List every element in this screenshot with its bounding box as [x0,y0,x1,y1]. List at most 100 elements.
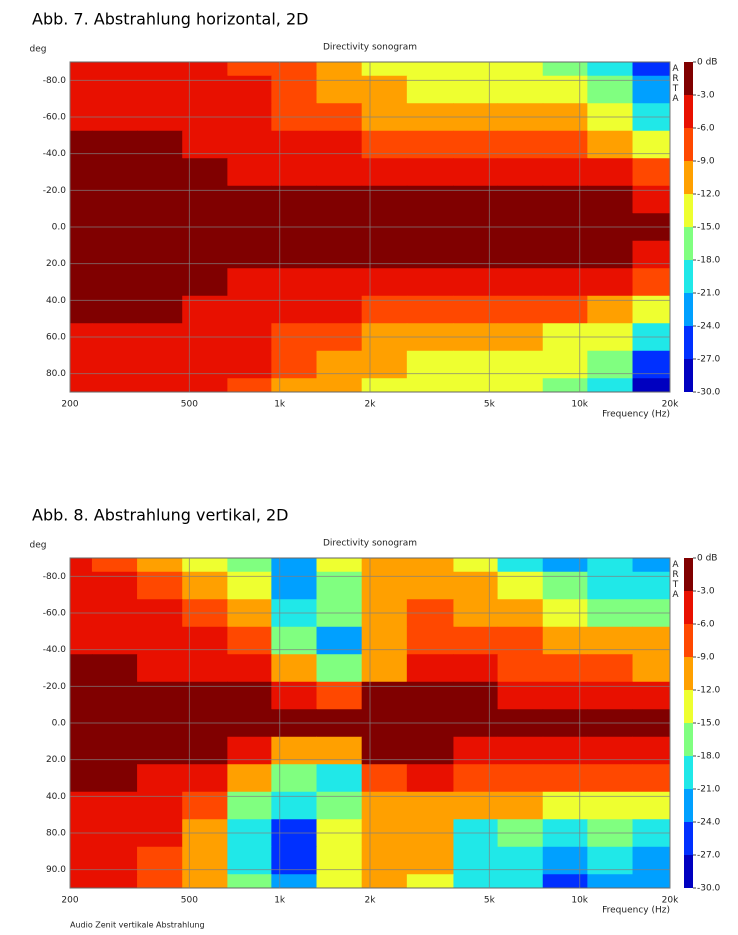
chart-title: Directivity sonogram [323,539,417,549]
y-tick-label: 80.0 [46,829,66,839]
heatmap-cell [406,846,454,875]
heatmap-cell [587,558,634,573]
heatmap-cell [542,764,588,793]
colorbar-band [684,591,693,624]
heatmap-cell [542,378,588,393]
heatmap-cell [497,558,544,573]
x-tick-label: 2k [365,400,377,410]
heatmap-cell [453,240,499,269]
y-tick-label: -80.0 [43,76,67,86]
heatmap-cell [632,350,671,379]
heatmap-cell [632,764,671,793]
y-axis-label: deg [30,45,47,55]
y-tick-label: 0.0 [52,719,67,729]
y-tick-label: 20.0 [46,259,66,269]
heatmap-cell [227,240,272,269]
heatmap-cell [182,558,228,573]
y-tick-label: -40.0 [43,149,67,159]
heatmap-cell [271,130,318,159]
y-tick-label: -80.0 [43,572,67,582]
heatmap-cell [271,736,318,765]
footnote: Audio Zenit vertikale Abstrahlung [70,921,205,930]
heatmap-cell [406,350,454,379]
heatmap-cell [632,558,671,573]
heatmap-cell [361,130,408,159]
heatmap-cell [361,654,408,683]
heatmap-cell [406,240,454,269]
heatmap-cell [497,350,544,379]
heatmap-cell [632,378,671,393]
heatmap-cell [632,654,671,683]
heatmap-cell [542,626,588,655]
x-tick-label: 200 [61,896,78,906]
heatmap-cell [406,378,454,393]
heatmap-cell [271,626,318,655]
heatmap-cell [406,130,454,159]
heatmap-cell [406,874,454,889]
chart-title: Directivity sonogram [323,43,417,53]
heatmap-cell [406,62,454,77]
colorbar-band [684,789,693,822]
heatmap-cell [316,240,363,269]
x-tick-label: 5k [484,896,496,906]
colorbar-label: -30.0 [697,388,721,398]
colorbar-label: -15.0 [697,223,721,233]
heatmap-cell [542,654,588,683]
heatmap-cell [70,791,93,820]
colorbar-label: -12.0 [697,190,721,200]
heatmap-cell [91,158,138,187]
heatmap-cell [227,874,272,889]
heatmap-cell [316,736,363,765]
colorbar-band [684,161,693,194]
y-axis-label: deg [30,541,47,551]
heatmap-cell [227,268,272,297]
heatmap-cell [453,654,499,683]
heatmap-cell [271,764,318,793]
heatmap-cell [542,874,588,889]
figure-heading: Abb. 7. Abstrahlung horizontal, 2D [32,10,308,29]
heatmap-cell [91,764,138,793]
heatmap-cell [542,350,588,379]
colorbar-label: 0 dB [697,554,717,564]
heatmap-cell [91,268,138,297]
colorbar-label: -30.0 [697,884,721,894]
heatmap-cell [91,130,138,159]
heatmap-cell [453,874,499,889]
colorbar-band [684,293,693,326]
heatmap-cell [632,62,671,77]
colorbar-band [684,723,693,756]
heatmap-cell [70,558,93,573]
heatmap-cell [587,350,634,379]
heatmap-cell [70,130,93,159]
heatmap-cell [316,626,363,655]
heatmap-cell [316,62,363,77]
heatmap-cell [587,62,634,77]
heatmap-cell [406,736,454,765]
heatmap-cell [587,846,634,875]
colorbar-label: -27.0 [697,851,721,861]
heatmap-cell [137,874,183,889]
heatmap-cell [227,130,272,159]
colorbar-band [684,326,693,359]
colorbar-band [684,359,693,392]
heatmap-cell [91,378,138,393]
heatmap-cell [587,626,634,655]
heatmap-cell [271,158,318,187]
heatmap-cell [227,764,272,793]
heatmap-cell [587,764,634,793]
heatmap-cell [587,736,634,765]
y-tick-label: 60.0 [46,333,66,343]
heatmap-cell [137,130,183,159]
heatmap-cell [453,736,499,765]
colorbar-label: -6.0 [697,124,715,134]
heatmap-cell [271,874,318,889]
heatmap-cell [137,558,183,573]
colorbar-label: -12.0 [697,686,721,696]
heatmap-cell [587,874,634,889]
y-tick-label: -60.0 [43,113,67,123]
heatmap-cell [70,654,93,683]
heatmap-cell [361,350,408,379]
heatmap-cell [361,268,408,297]
heatmap-cell [497,130,544,159]
